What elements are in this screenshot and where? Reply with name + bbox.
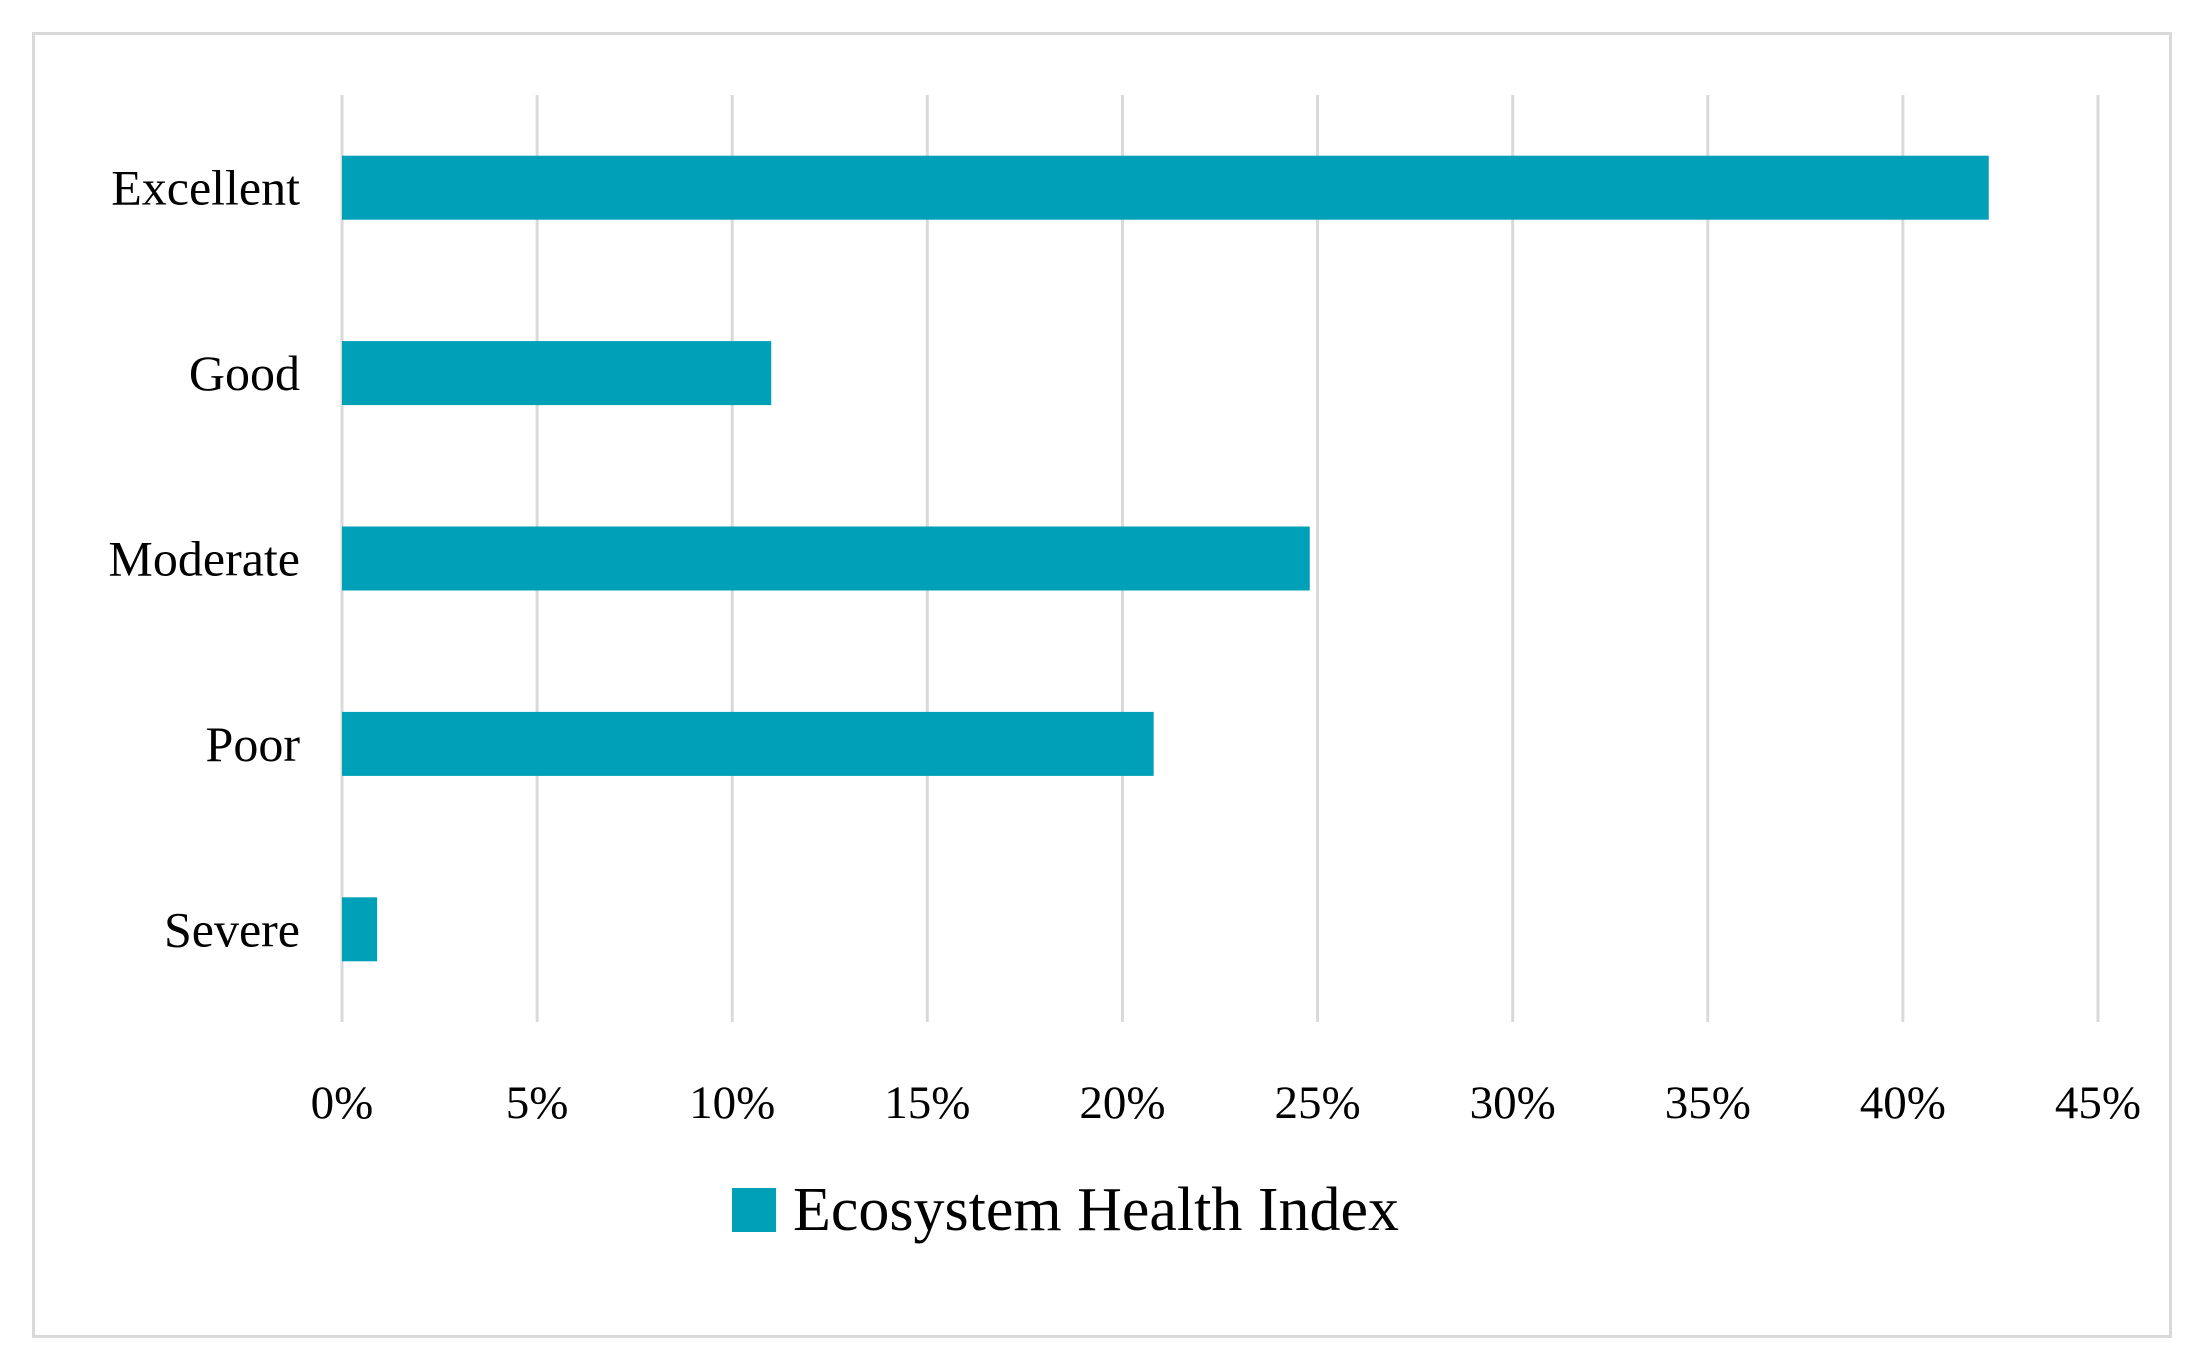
x-tick-label: 10% bbox=[689, 1077, 775, 1129]
x-tick-label: 35% bbox=[1665, 1077, 1751, 1129]
x-tick-label: 30% bbox=[1470, 1077, 1556, 1129]
bar-poor bbox=[342, 711, 1154, 776]
x-tick-label: 15% bbox=[884, 1077, 970, 1129]
bar-good bbox=[342, 341, 772, 406]
x-tick-label: 5% bbox=[506, 1077, 569, 1129]
legend: Ecosystem Health Index bbox=[732, 1176, 1399, 1244]
gridlines bbox=[340, 95, 2100, 1022]
chart-frame bbox=[32, 32, 2172, 1338]
category-label: Excellent bbox=[111, 160, 300, 216]
x-tick-label: 40% bbox=[1860, 1077, 1946, 1129]
x-tick-label: 0% bbox=[311, 1077, 374, 1129]
x-tick-label: 20% bbox=[1079, 1077, 1165, 1129]
bar-moderate bbox=[342, 526, 1310, 591]
category-labels: Excellent Good Moderate Poor Severe bbox=[108, 160, 300, 958]
category-label: Severe bbox=[164, 901, 300, 957]
legend-swatch bbox=[732, 1188, 776, 1232]
category-label: Poor bbox=[206, 716, 301, 772]
x-tick-labels: 0% 5% 10% 15% 20% 25% 30% 35% 40% 45% bbox=[311, 1077, 2141, 1129]
x-tick-label: 45% bbox=[2055, 1077, 2141, 1129]
category-label: Good bbox=[189, 345, 300, 401]
legend-label: Ecosystem Health Index bbox=[793, 1176, 1399, 1244]
x-tick-label: 25% bbox=[1274, 1077, 1360, 1129]
bars bbox=[342, 155, 1989, 962]
bar-severe bbox=[342, 897, 378, 962]
category-label: Moderate bbox=[108, 531, 300, 587]
bar-excellent bbox=[342, 155, 1989, 220]
